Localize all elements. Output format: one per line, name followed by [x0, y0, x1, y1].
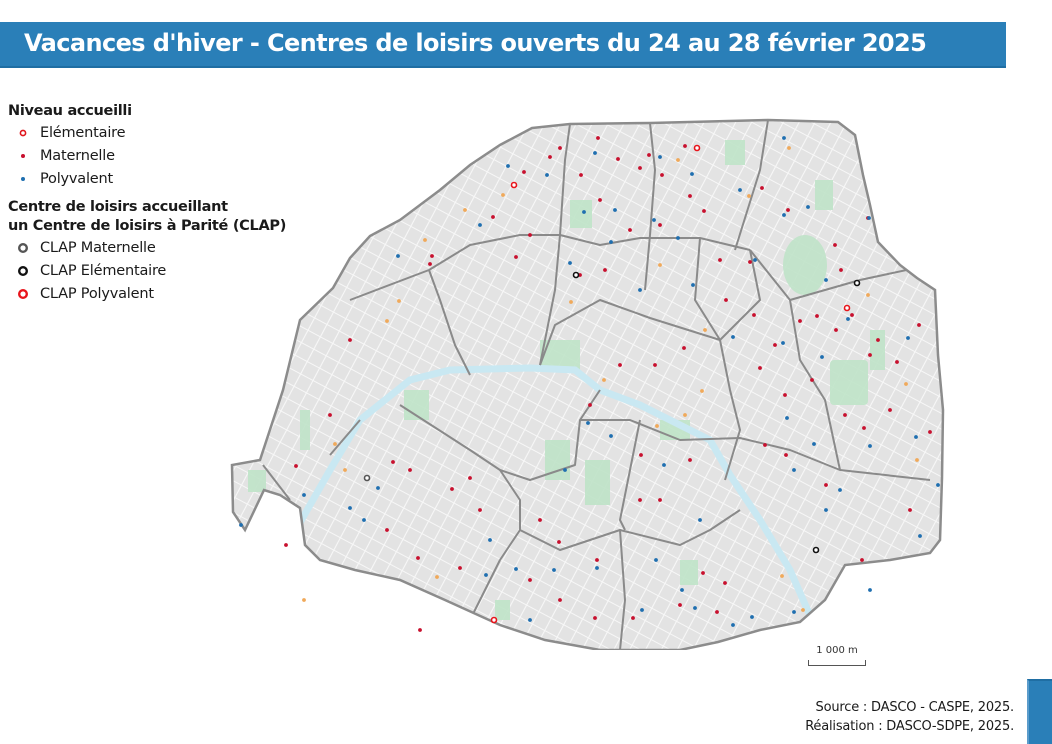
scale-bar-line — [808, 660, 866, 666]
legend-label: Polyvalent — [40, 170, 113, 187]
map-points — [284, 136, 932, 632]
page-title: Vacances d'hiver - Centres de loisirs ou… — [24, 29, 927, 57]
realisation-text: Réalisation : DASCO-SDPE, 2025. — [805, 719, 1014, 734]
scale-bar: 1 000 m — [808, 645, 866, 666]
corner-accent-block — [1027, 679, 1052, 744]
source-text: Source : DASCO - CASPE, 2025. — [815, 700, 1015, 715]
ring-small-red-icon — [8, 129, 38, 137]
scale-label: 1 000 m — [816, 645, 858, 656]
title-bar: Vacances d'hiver - Centres de loisirs ou… — [0, 22, 1006, 68]
legend-label: Elémentaire — [40, 124, 126, 141]
legend-item-clap-maternelle: CLAP Maternelle — [8, 236, 286, 259]
legend-section-title-clap-2: un Centre de loisirs à Parité (CLAP) — [8, 218, 287, 234]
legend-item-clap-elementaire: CLAP Elémentaire — [8, 259, 286, 282]
legend-item-elementaire: Elémentaire — [8, 121, 286, 144]
ring-red-icon — [8, 288, 38, 300]
ring-gray-icon — [8, 242, 38, 254]
blue-dot-icon — [8, 176, 38, 182]
legend-item-maternelle: Maternelle — [8, 144, 286, 167]
legend-item-clap-polyvalent: CLAP Polyvalent — [8, 282, 286, 305]
paris-map — [230, 118, 945, 650]
red-dot-icon — [8, 153, 38, 159]
legend-label: Maternelle — [40, 147, 115, 164]
legend-label: CLAP Elémentaire — [40, 262, 167, 279]
legend-section-title-clap-1: Centre de loisirs accueillant — [8, 199, 228, 215]
ring-black-icon — [8, 265, 38, 277]
legend-item-polyvalent: Polyvalent — [8, 167, 286, 190]
legend-section-title-level: Niveau accueilli — [8, 103, 132, 119]
source-credits: Source : DASCO - CASPE, 2025. Réalisatio… — [805, 698, 1014, 736]
legend-label: CLAP Maternelle — [40, 239, 156, 256]
legend: Niveau accueilli Elémentaire Maternelle … — [8, 102, 286, 305]
legend-label: CLAP Polyvalent — [40, 285, 154, 302]
